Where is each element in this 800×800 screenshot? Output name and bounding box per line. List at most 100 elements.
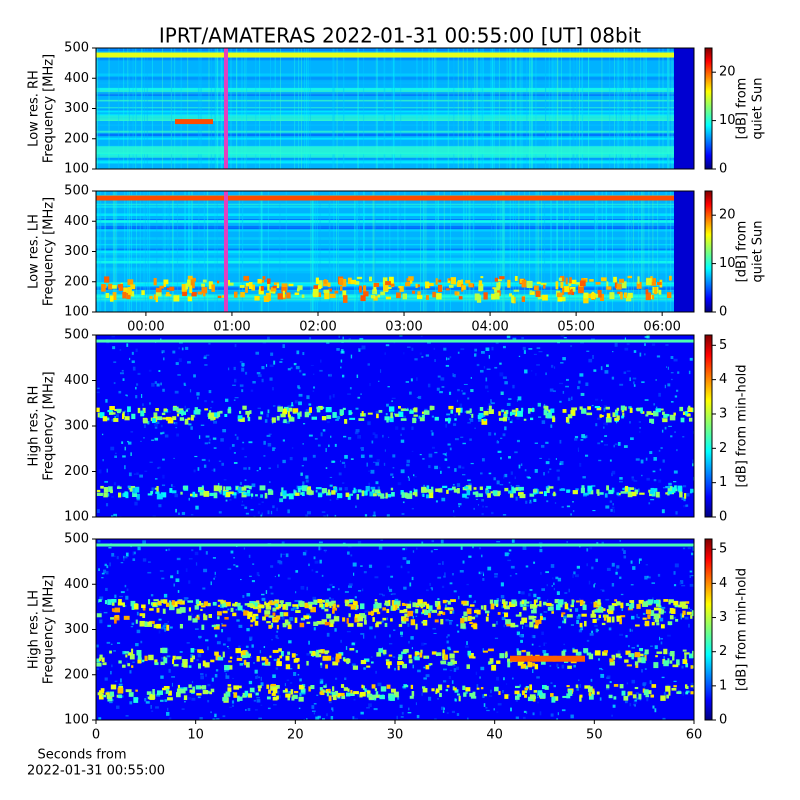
spectrogram-texture [623,371,627,374]
spectrogram-texture [512,337,517,342]
spectrogram-texture [439,692,442,698]
spectrogram-texture [450,599,456,603]
spectrogram-texture [156,623,161,629]
spectrogram-texture [671,487,676,493]
spectrogram-texture [656,651,663,654]
spectrogram-texture [645,414,649,417]
spectrogram-texture [391,397,396,400]
spectrogram-texture [568,689,573,696]
spectrogram-texture [478,283,484,291]
spectrogram-texture [466,48,468,169]
spectrogram-texture [214,575,217,578]
spectrogram-texture [390,283,395,287]
spectrogram-texture [559,439,562,444]
spectrogram-texture [685,686,689,690]
spectrogram-texture [296,288,300,292]
spectrogram-texture [516,48,518,169]
spectrogram-texture [173,601,178,607]
spectrogram-texture [257,511,260,514]
spectrogram-texture [562,409,567,413]
spectrogram-texture [602,608,606,612]
spectrogram-texture [388,643,393,645]
spectrogram-texture [437,191,439,312]
spectrogram-texture [233,564,236,566]
spectrogram-texture [619,576,622,579]
spectrogram-texture [96,159,694,163]
spectrogram-texture [334,443,337,447]
spectrogram-texture [624,699,628,704]
spectrogram-texture [96,267,694,270]
spectrogram-texture [217,411,221,418]
spectrogram-texture [645,48,647,169]
spectrogram-texture [123,287,128,290]
spectrogram-texture [370,661,374,664]
spectrogram-texture [283,419,287,424]
spectrogram-texture [324,621,331,626]
spectrogram-texture [471,413,474,418]
spectrogram-texture [301,691,306,695]
spectrogram-texture [417,291,421,296]
spectrogram-texture [290,608,295,611]
spectrogram-texture [445,689,449,692]
figure-title: IPRT/AMATERAS 2022-01-31 00:55:00 [UT] 0… [159,24,641,48]
spectrogram-texture [414,493,418,497]
spectrogram-texture [406,463,410,467]
spectrogram-texture [218,511,222,514]
spectrogram-texture [453,374,456,378]
spectrogram-texture [99,619,103,624]
spectrogram-texture [608,627,612,631]
spectrogram-texture [636,407,641,412]
spectrogram-texture [650,694,654,698]
spectrogram-texture [494,191,496,312]
spectrogram-texture [195,562,198,566]
spectrogram-texture [116,408,122,412]
spectrogram-texture [629,487,634,490]
spectrogram-texture [175,427,178,429]
spectrogram-texture [660,624,665,629]
spectrogram-texture [529,291,535,295]
spectrogram-texture [244,479,247,481]
spectrogram-texture [652,597,654,600]
spectrogram-texture [598,459,602,462]
x-tick-label: 02:00 [299,320,336,335]
spectrogram-texture [446,712,449,714]
spectrogram-texture [469,191,471,312]
spectrogram-texture [543,611,548,613]
spectrogram-texture [511,539,515,543]
spectrogram-texture [298,393,303,397]
spectrogram-texture [546,602,552,607]
spectrogram-texture [629,407,633,413]
spectrogram-texture [247,603,254,608]
spectrogram-texture [354,191,356,312]
spectrogram-texture [213,485,219,492]
spectrogram-texture [614,280,618,289]
spectrogram-texture [398,624,403,627]
spectrogram-texture [367,421,371,426]
spectrogram-texture [293,671,297,676]
spectrogram-texture [429,405,435,410]
spectrogram-texture [638,693,642,700]
spectrogram-texture [142,407,146,414]
spectrogram-texture [287,509,290,514]
spectrogram-texture [550,603,554,607]
spectrogram-texture [160,661,165,666]
spectrogram-texture [539,693,546,699]
spectrogram-texture [636,644,639,647]
spectrogram-texture [604,493,608,498]
spectrogram-texture [145,696,149,698]
spectrogram-texture [266,696,271,700]
spectrogram-texture [473,191,475,312]
spectrogram-texture [96,391,100,394]
spectrogram-texture [597,599,601,605]
spectrogram-texture [183,382,186,386]
spectrogram-texture [660,641,663,645]
spectrogram-texture [596,691,600,695]
spectrogram-texture [347,585,352,588]
spectrogram-texture [546,354,549,357]
spectrogram-texture [139,620,145,627]
spectrogram-texture [330,435,332,438]
spectrogram-texture [114,191,116,312]
spectrogram-texture [586,639,590,642]
spectrogram-texture [410,378,413,382]
spectrogram-texture [125,595,129,600]
